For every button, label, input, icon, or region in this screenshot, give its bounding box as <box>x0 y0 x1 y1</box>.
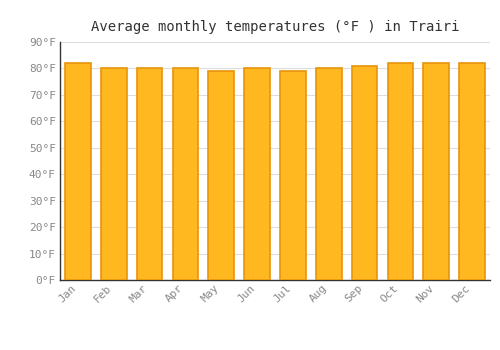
Bar <box>459 63 485 280</box>
Bar <box>424 63 449 280</box>
Title: Average monthly temperatures (°F ) in Trairi: Average monthly temperatures (°F ) in Tr… <box>91 20 459 34</box>
Bar <box>136 69 162 280</box>
Bar <box>280 71 306 280</box>
Bar <box>172 69 199 280</box>
Bar <box>65 63 91 280</box>
Bar <box>316 69 342 280</box>
Bar <box>352 66 378 280</box>
Bar <box>101 69 126 280</box>
Bar <box>208 71 234 280</box>
Bar <box>388 63 413 280</box>
Bar <box>244 69 270 280</box>
